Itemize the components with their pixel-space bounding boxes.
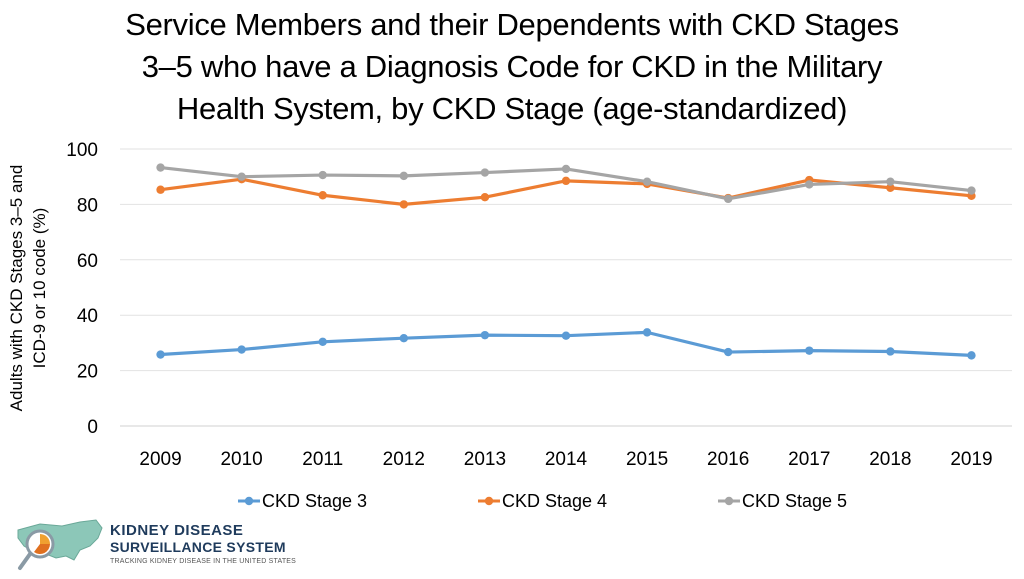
data-point xyxy=(399,333,409,343)
data-point xyxy=(318,170,327,180)
title-line-3: Health System, by CKD Stage (age-standar… xyxy=(176,91,848,126)
data-point xyxy=(480,330,490,340)
series-3 xyxy=(156,163,976,204)
legend-item: CKD Stage 5 xyxy=(718,491,847,511)
data-point xyxy=(642,328,652,337)
x-tick-label: 2010 xyxy=(220,449,262,470)
data-point xyxy=(156,185,165,194)
legend-item: CKD Stage 4 xyxy=(478,491,607,511)
y-tick-label: 100 xyxy=(66,140,98,161)
data-point xyxy=(642,177,652,186)
y-tick-label: 20 xyxy=(77,362,98,383)
data-point xyxy=(318,191,327,200)
y-axis-label-line-2: ICD-9 or 10 code (%) xyxy=(30,208,49,369)
y-tick-label: 0 xyxy=(87,417,98,438)
legend-label: CKD Stage 3 xyxy=(262,491,367,511)
gridlines xyxy=(120,148,1012,427)
series-1 xyxy=(156,328,976,360)
data-point xyxy=(967,351,976,360)
x-tick-label: 2019 xyxy=(950,449,992,470)
x-tick-label: 2016 xyxy=(707,449,749,470)
data-point xyxy=(237,345,246,354)
logo-text-line-1: KIDNEY DISEASE xyxy=(110,522,244,539)
y-axis-ticks: 0 20 40 60 80 100 xyxy=(66,140,98,438)
data-point xyxy=(886,183,895,192)
data-point xyxy=(805,180,814,189)
data-point xyxy=(561,176,571,186)
x-axis-ticks: 2009 2010 2011 2012 2013 2014 2015 2016 2017 2018… xyxy=(139,449,992,470)
legend-swatch-marker xyxy=(484,496,494,506)
logo-text-line-2: SURVEILLANCE SYSTEM xyxy=(110,539,286,555)
data-point xyxy=(561,331,571,340)
data-point xyxy=(399,200,409,209)
data-point xyxy=(156,350,165,359)
title-line-1: Service Members and their Dependents wit… xyxy=(125,7,899,42)
title-line-2: 3–5 who have a Diagnosis Code for CKD in… xyxy=(141,49,883,84)
legend: CKD Stage 3 CKD Stage 4 CKD Stage 5 xyxy=(238,491,847,511)
legend-swatch-marker xyxy=(244,496,254,506)
y-tick-label: 60 xyxy=(77,251,98,272)
data-point xyxy=(805,346,814,355)
legend-swatch-marker xyxy=(724,496,734,506)
data-point xyxy=(723,194,733,204)
x-tick-label: 2013 xyxy=(464,449,506,470)
data-point xyxy=(399,171,409,181)
kdss-logo xyxy=(10,516,300,574)
legend-label: CKD Stage 5 xyxy=(742,491,847,511)
data-point xyxy=(156,163,165,172)
series-2 xyxy=(156,174,976,209)
x-tick-label: 2012 xyxy=(383,449,425,470)
x-tick-label: 2011 xyxy=(302,449,343,470)
data-point xyxy=(723,347,733,357)
data-point xyxy=(886,347,895,356)
data-point xyxy=(561,164,571,174)
data-point xyxy=(480,168,490,177)
chart-title: Service Members and their Dependents wit… xyxy=(60,4,964,130)
data-point xyxy=(237,172,246,181)
us-map-logo-icon xyxy=(17,519,103,570)
legend-item: CKD Stage 3 xyxy=(238,491,367,511)
series-lines xyxy=(156,163,976,360)
x-tick-label: 2015 xyxy=(626,449,668,470)
y-tick-label: 80 xyxy=(77,195,98,216)
x-tick-label: 2017 xyxy=(788,449,830,470)
x-tick-label: 2018 xyxy=(869,449,911,470)
y-axis-label: Adults with CKD Stages 3–5 and ICD-9 or … xyxy=(7,165,49,412)
legend-label: CKD Stage 4 xyxy=(502,491,607,511)
data-point xyxy=(886,177,895,186)
x-tick-label: 2009 xyxy=(139,449,181,470)
data-point xyxy=(967,186,976,195)
y-tick-label: 40 xyxy=(77,306,98,327)
logo-tagline: TRACKING KIDNEY DISEASE IN THE UNITED ST… xyxy=(110,558,297,565)
data-point xyxy=(318,337,327,346)
data-point xyxy=(480,192,490,202)
x-tick-label: 2014 xyxy=(545,449,588,470)
y-axis-label-line-1: Adults with CKD Stages 3–5 and xyxy=(7,165,26,412)
